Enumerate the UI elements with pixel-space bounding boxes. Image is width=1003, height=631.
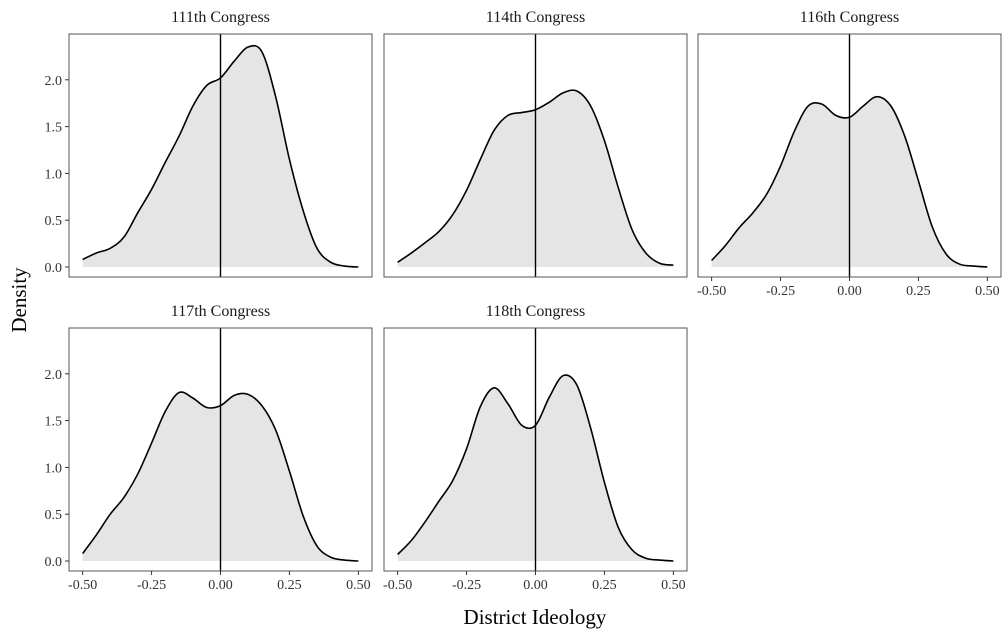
y-tick-label: 1.5	[45, 415, 63, 430]
x-tick-label: 0.50	[661, 578, 686, 593]
y-tick-label: 0.0	[45, 261, 63, 276]
facet-panel: 116th Congress	[697, 9, 1002, 278]
x-tick-label: 0.00	[208, 578, 233, 593]
facet-strip-title: 114th Congress	[486, 9, 585, 26]
x-axis-title: District Ideology	[464, 605, 607, 629]
y-tick-label: 1.0	[45, 461, 63, 476]
y-tick-label: 2.0	[45, 368, 63, 383]
facet-panel: 114th Congress	[383, 9, 688, 278]
x-tick-label: 0.00	[523, 578, 548, 593]
x-tick-label: -0.25	[452, 578, 481, 593]
y-tick-label: 0.5	[45, 508, 63, 523]
x-tick-label: -0.50	[68, 578, 97, 593]
facet-strip-title: 116th Congress	[800, 9, 899, 26]
facet-strip-title: 117th Congress	[171, 303, 270, 320]
x-tick-label: 0.25	[906, 284, 931, 299]
facet-panel: 118th Congress	[383, 303, 688, 572]
y-tick-label: 1.0	[45, 167, 63, 182]
x-tick-label: -0.50	[383, 578, 412, 593]
x-tick-label: 0.00	[837, 284, 862, 299]
panel-border	[383, 33, 688, 278]
y-tick-label: 2.0	[45, 74, 63, 89]
facet-strip-title: 111th Congress	[171, 9, 270, 26]
x-tick-label: 0.50	[975, 284, 1000, 299]
panel-border	[68, 33, 373, 278]
y-tick-label: 0.5	[45, 214, 63, 229]
axis-ticks: 0.0 0.5 1.0 1.5 2.0 -0.50 -0.25 0.00 0.25 0.50 0.0…	[45, 74, 1000, 593]
facet-panels: 111th Congress 114th Congress 116th Congre…	[68, 9, 1002, 572]
facet-panel: 117th Congress	[68, 303, 373, 572]
x-tick-label: 0.25	[592, 578, 617, 593]
x-tick-label: 0.25	[277, 578, 302, 593]
x-tick-label: -0.25	[137, 578, 166, 593]
x-tick-label: 0.50	[346, 578, 371, 593]
y-tick-label: 1.5	[45, 121, 63, 136]
facet-panel: 111th Congress	[68, 9, 373, 278]
x-tick-label: -0.50	[697, 284, 726, 299]
x-tick-label: -0.25	[766, 284, 795, 299]
y-tick-label: 0.0	[45, 555, 63, 570]
y-axis-title: Density	[7, 267, 31, 333]
facet-strip-title: 118th Congress	[486, 303, 585, 320]
